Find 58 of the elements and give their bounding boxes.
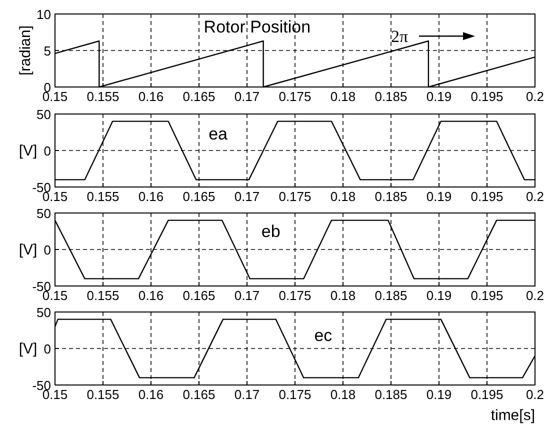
x-tick-label: 0.165	[182, 288, 216, 303]
y-tick-label: 5	[44, 44, 51, 58]
y-tick-label: 50	[36, 206, 51, 221]
x-tick-label: 0.165	[182, 387, 216, 402]
series-label: ea	[208, 124, 228, 144]
series-label: ec	[314, 326, 333, 346]
x-tick-label: 0.155	[86, 387, 120, 402]
x-tick-label: 0.16	[138, 288, 164, 303]
x-tick-label: 0.19	[426, 89, 452, 104]
x-tick-label: 0.2	[526, 89, 544, 104]
y-tick-label: 10	[36, 7, 51, 22]
x-tick-label: 0.16	[138, 189, 164, 204]
x-tick-label: 0.175	[278, 89, 312, 104]
x-tick-label: 0.17	[234, 288, 260, 303]
y-axis-title: [V]	[18, 142, 38, 160]
x-tick-label: 0.17	[234, 387, 260, 402]
x-tick-label: 0.185	[374, 189, 408, 204]
y-axis-title: [radian]	[17, 25, 34, 76]
x-axis-title: time[s]	[490, 407, 535, 424]
y-tick-label: 50	[36, 107, 51, 122]
x-tick-label: 0.2	[526, 387, 544, 402]
x-tick-label: 0.175	[278, 189, 312, 204]
x-tick-label: 0.165	[182, 189, 216, 204]
x-tick-label: 0.175	[278, 288, 312, 303]
x-tick-label: 0.185	[374, 89, 408, 104]
x-tick-label: 0.195	[470, 89, 504, 104]
y-axis-title: [V]	[18, 242, 38, 258]
x-tick-label: 0.17	[234, 189, 260, 204]
x-tick-label: 0.19	[426, 288, 452, 303]
x-tick-label: 0.18	[330, 89, 356, 104]
y-tick-label: 50	[36, 305, 51, 320]
x-tick-label: 0.2	[526, 288, 544, 303]
x-tick-label: 0.185	[374, 288, 408, 303]
x-tick-label: 0.19	[426, 387, 452, 402]
x-tick-label: 0.2	[526, 189, 544, 204]
annotation: 2π	[391, 27, 408, 46]
x-tick-label: 0.155	[86, 89, 120, 104]
series-label: eb	[261, 222, 280, 242]
x-tick-label: 0.185	[374, 387, 408, 402]
x-tick-label: 0.155	[86, 288, 120, 303]
x-tick-label: 0.18	[330, 189, 356, 204]
series-label: Rotor Position	[204, 17, 311, 36]
x-tick-label: 0.18	[330, 288, 356, 303]
x-tick-label: 0.16	[138, 89, 164, 104]
x-tick-label: 0.195	[470, 288, 504, 303]
x-tick-label: 0.18	[330, 387, 356, 402]
y-tick-label: 0	[44, 144, 51, 158]
x-tick-label: 0.17	[234, 89, 260, 104]
x-tick-label: 0.195	[470, 189, 504, 204]
x-tick-label: 0.195	[470, 387, 504, 402]
x-tick-label: 0.165	[182, 89, 216, 104]
x-tick-label: 0.155	[86, 189, 120, 204]
x-tick-label: 0.175	[278, 387, 312, 402]
x-tick-label: 0.19	[426, 189, 452, 204]
y-axis-title: [V]	[18, 340, 38, 358]
y-tick-label: 0	[44, 242, 51, 258]
x-tick-label: 0.16	[138, 387, 164, 402]
y-tick-label: 0	[44, 342, 51, 356]
